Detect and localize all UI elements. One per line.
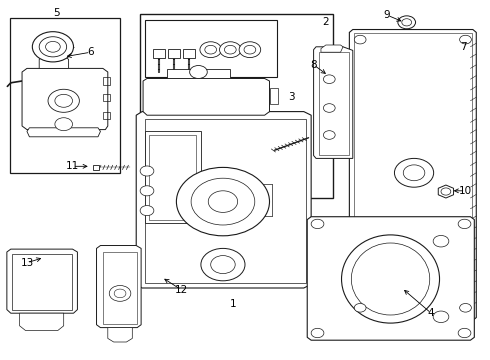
Polygon shape xyxy=(321,45,343,52)
Circle shape xyxy=(140,206,154,216)
Circle shape xyxy=(191,178,255,225)
Circle shape xyxy=(354,303,366,312)
Bar xyxy=(103,252,137,324)
Bar xyxy=(167,69,230,78)
Text: 9: 9 xyxy=(384,10,391,20)
Polygon shape xyxy=(108,328,132,342)
Bar xyxy=(103,77,110,85)
Circle shape xyxy=(48,89,79,112)
Text: 8: 8 xyxy=(310,60,317,70)
Circle shape xyxy=(55,118,73,131)
Circle shape xyxy=(441,188,451,195)
Bar xyxy=(93,165,99,170)
Bar xyxy=(145,119,306,283)
Polygon shape xyxy=(20,313,64,330)
Polygon shape xyxy=(27,128,100,137)
Bar xyxy=(103,94,110,101)
Circle shape xyxy=(190,66,207,78)
Bar xyxy=(153,49,165,58)
Circle shape xyxy=(433,235,449,247)
Text: 13: 13 xyxy=(20,258,34,268)
Circle shape xyxy=(460,303,471,312)
Polygon shape xyxy=(438,185,454,198)
Bar xyxy=(270,88,278,104)
Polygon shape xyxy=(22,68,108,130)
Circle shape xyxy=(205,45,217,54)
Circle shape xyxy=(323,75,335,84)
Text: 3: 3 xyxy=(288,92,295,102)
Circle shape xyxy=(201,248,245,281)
Circle shape xyxy=(224,45,236,54)
Circle shape xyxy=(55,94,73,107)
Bar xyxy=(168,49,180,58)
Circle shape xyxy=(458,219,471,229)
Circle shape xyxy=(323,104,335,112)
Circle shape xyxy=(211,256,235,274)
Circle shape xyxy=(109,285,131,301)
Bar xyxy=(318,52,349,155)
Circle shape xyxy=(32,32,74,62)
Circle shape xyxy=(433,311,449,323)
Text: 2: 2 xyxy=(322,17,329,27)
Circle shape xyxy=(394,158,434,187)
Circle shape xyxy=(354,35,366,44)
Polygon shape xyxy=(136,112,311,288)
Polygon shape xyxy=(39,56,69,68)
Circle shape xyxy=(140,166,154,176)
Circle shape xyxy=(403,165,425,181)
Text: 10: 10 xyxy=(459,186,472,196)
Bar xyxy=(140,14,333,198)
Circle shape xyxy=(39,37,67,57)
Polygon shape xyxy=(7,249,77,313)
Circle shape xyxy=(311,219,324,229)
Bar xyxy=(149,135,196,220)
Circle shape xyxy=(398,16,416,29)
Polygon shape xyxy=(349,30,476,320)
Circle shape xyxy=(460,35,471,44)
Circle shape xyxy=(311,328,324,338)
Bar xyxy=(354,33,472,317)
Ellipse shape xyxy=(342,235,440,323)
Bar xyxy=(183,49,195,58)
Circle shape xyxy=(208,191,238,212)
Text: 7: 7 xyxy=(460,42,466,52)
Text: 5: 5 xyxy=(53,8,60,18)
Ellipse shape xyxy=(351,243,430,315)
Bar xyxy=(145,131,201,223)
Circle shape xyxy=(220,42,241,58)
Polygon shape xyxy=(97,246,141,328)
Circle shape xyxy=(323,131,335,139)
Circle shape xyxy=(402,19,412,26)
Circle shape xyxy=(176,167,270,236)
Circle shape xyxy=(140,186,154,196)
Circle shape xyxy=(200,42,221,58)
Text: 12: 12 xyxy=(174,285,188,295)
Bar xyxy=(103,112,110,119)
Circle shape xyxy=(244,45,256,54)
Text: 11: 11 xyxy=(66,161,79,171)
Bar xyxy=(12,254,72,310)
Polygon shape xyxy=(314,47,353,158)
Bar xyxy=(10,18,120,173)
Circle shape xyxy=(239,42,261,58)
Circle shape xyxy=(458,328,471,338)
Polygon shape xyxy=(307,217,474,340)
Text: 4: 4 xyxy=(428,308,435,318)
Bar xyxy=(145,20,277,77)
Polygon shape xyxy=(143,78,270,115)
Text: 6: 6 xyxy=(87,47,94,57)
Text: 1: 1 xyxy=(229,299,236,309)
Circle shape xyxy=(114,289,126,298)
Circle shape xyxy=(46,41,60,52)
